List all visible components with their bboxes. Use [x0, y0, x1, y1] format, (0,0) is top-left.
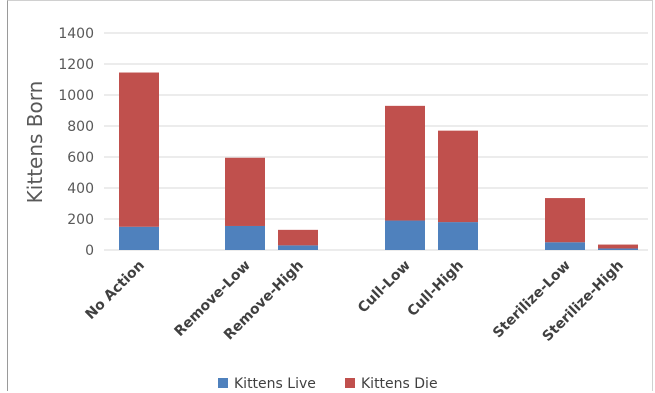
y-axis-ticks: 0 200 400 600 800 1000 1200 1400	[58, 26, 94, 259]
bar-kittens-live	[545, 242, 585, 250]
x-tick-label: No Action	[82, 258, 147, 323]
bar-kittens-live	[119, 226, 159, 250]
bar-kittens-live	[385, 220, 425, 250]
y-tick-label: 400	[67, 181, 94, 197]
bar-kittens-die	[225, 157, 265, 226]
chart-frame	[7, 0, 653, 391]
legend-swatch	[218, 378, 228, 388]
bar-kittens-die	[119, 72, 159, 227]
legend-swatch	[345, 378, 355, 388]
y-tick-label: 1200	[58, 57, 94, 73]
y-tick-label: 1000	[58, 88, 94, 104]
bar-kittens-die	[545, 198, 585, 243]
bar-kittens-die	[438, 130, 478, 223]
bar-kittens-die	[598, 244, 638, 249]
gridlines	[104, 32, 648, 251]
bar-kittens-die	[385, 105, 425, 221]
bar-kittens-die	[278, 229, 318, 246]
bar-kittens-live	[225, 225, 265, 250]
y-tick-label: 1400	[58, 26, 94, 42]
y-axis-label: Kittens Born	[23, 81, 47, 204]
bar-kittens-live	[438, 222, 478, 250]
legend: Kittens Live Kittens Die	[218, 376, 438, 392]
x-tick-label: Cull-High	[404, 258, 466, 320]
y-tick-label: 0	[85, 243, 94, 259]
y-tick-label: 200	[67, 212, 94, 228]
bar-kittens-live	[278, 245, 318, 250]
y-tick-label: 800	[67, 119, 94, 135]
bar-kittens-live	[598, 248, 638, 250]
legend-label: Kittens Live	[234, 376, 316, 392]
y-tick-label: 600	[67, 150, 94, 166]
legend-label: Kittens Die	[361, 376, 438, 392]
bars	[119, 72, 638, 250]
